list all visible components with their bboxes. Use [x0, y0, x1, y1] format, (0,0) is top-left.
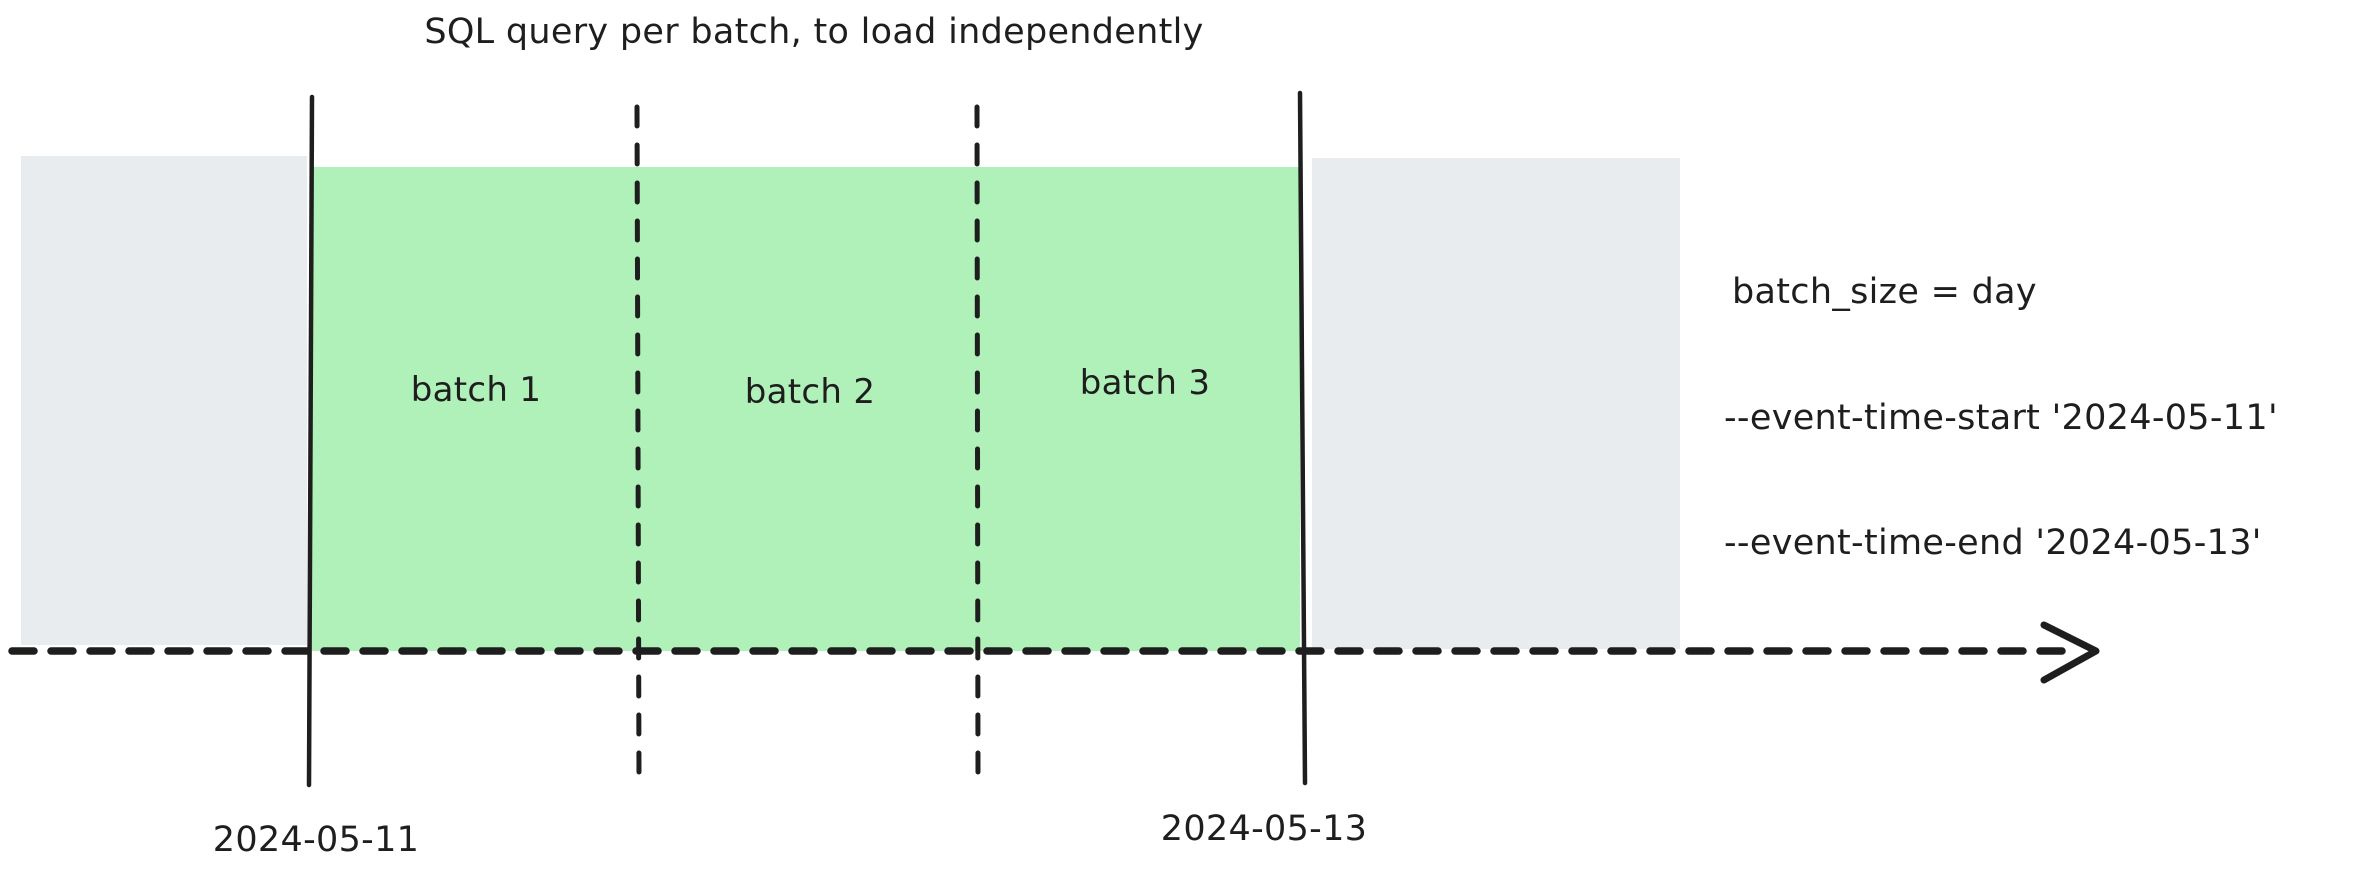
- start-date-label: 2024-05-11: [212, 820, 420, 860]
- batch-label-2: batch 2: [744, 372, 876, 412]
- batch-size-annotation: batch_size = day: [1732, 272, 2037, 312]
- batch-label-3: batch 3: [1079, 363, 1211, 403]
- diagram-title: SQL query per batch, to load independent…: [424, 12, 1204, 52]
- out-of-range-right-region: [1312, 158, 1680, 649]
- out-of-range-left-region: [21, 156, 307, 645]
- end-date-label: 2024-05-13: [1160, 809, 1368, 849]
- timeline-arrowhead-icon: [2040, 621, 2100, 684]
- batch-label-1: batch 1: [410, 370, 542, 410]
- event-time-end-line: [1297, 90, 1308, 786]
- batch-window-region: [312, 167, 1300, 651]
- event-time-start-annotation: --event-time-start '2024-05-11': [1724, 398, 2278, 438]
- event-time-end-annotation: --event-time-end '2024-05-13': [1724, 523, 2262, 563]
